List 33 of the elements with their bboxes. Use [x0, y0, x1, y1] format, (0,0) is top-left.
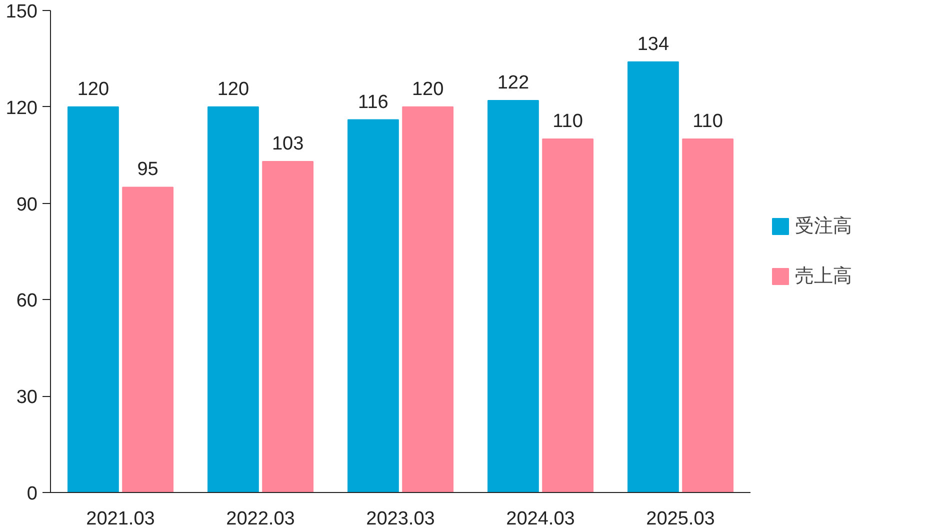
data-label: 120 [217, 78, 250, 100]
data-label: 120 [77, 78, 110, 100]
bar [122, 186, 174, 492]
y-tick-label: 120 [6, 98, 38, 119]
y-tick-label: 150 [6, 2, 38, 22]
bar [68, 106, 119, 492]
x-tick-label: 2021.03 [86, 508, 155, 528]
data-label: 116 [358, 92, 388, 113]
y-tick-label: 30 [16, 387, 38, 408]
x-tick-label: 2025.03 [646, 508, 715, 528]
bar [348, 119, 399, 492]
bar [262, 161, 314, 492]
legend-label: 受注高 [795, 215, 852, 239]
bar [628, 61, 679, 492]
bar [542, 138, 594, 492]
bar [488, 100, 539, 492]
y-tick-label: 0 [26, 484, 38, 504]
data-label: 110 [552, 111, 583, 132]
x-tick-label: 2024.03 [506, 508, 575, 528]
y-tick-label: 90 [16, 194, 38, 216]
bar [682, 138, 734, 492]
data-label: 122 [497, 72, 530, 94]
legend-label: 売上高 [795, 265, 852, 289]
data-label: 134 [637, 34, 670, 55]
data-label: 120 [412, 78, 444, 100]
data-label: 95 [137, 159, 158, 180]
x-tick-label: 2022.03 [226, 508, 295, 528]
data-label: 103 [272, 134, 304, 155]
bar [208, 106, 259, 492]
data-label: 110 [692, 111, 723, 132]
bar [402, 106, 454, 492]
x-tick-label: 2023.03 [366, 508, 435, 528]
y-tick-label: 60 [16, 290, 38, 312]
